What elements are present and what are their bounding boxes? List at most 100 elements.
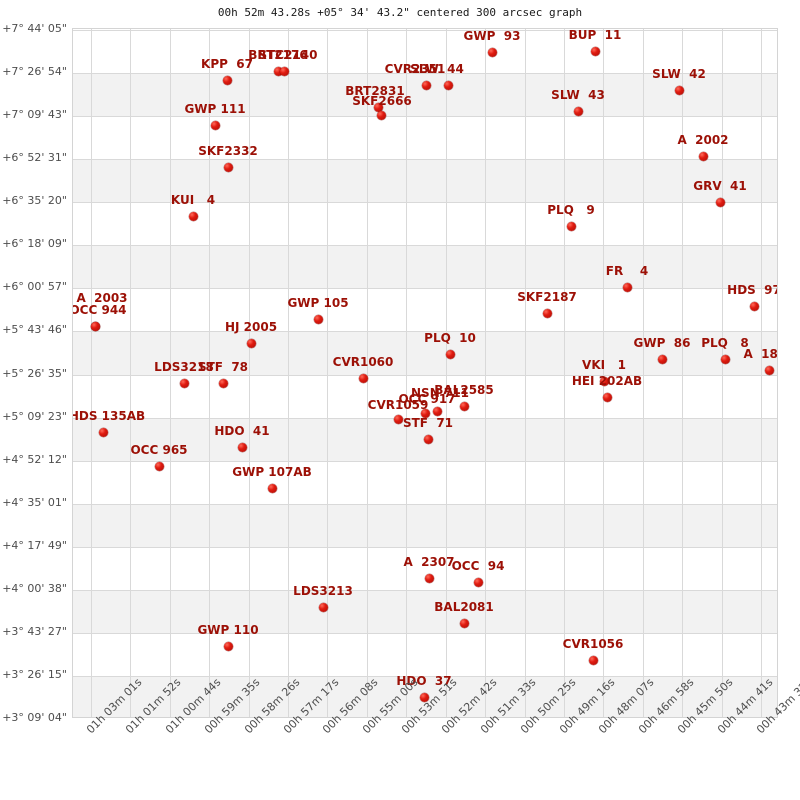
data-point-marker[interactable] (588, 655, 598, 665)
data-point-marker[interactable] (222, 75, 232, 85)
band-stripe (73, 589, 777, 633)
data-point-marker[interactable] (573, 106, 583, 116)
data-point-marker[interactable] (487, 47, 497, 57)
data-point-marker[interactable] (188, 211, 198, 221)
data-point-marker[interactable] (432, 406, 442, 416)
gridline-horizontal (73, 116, 777, 118)
y-tick-label: +5° 26' 35" (2, 366, 67, 380)
data-point-marker[interactable] (459, 401, 469, 411)
data-point-marker[interactable] (599, 376, 609, 386)
data-point-marker[interactable] (622, 282, 632, 292)
gridline-horizontal (73, 503, 777, 505)
data-point-marker[interactable] (423, 434, 433, 444)
data-point-marker[interactable] (237, 442, 247, 452)
data-point-marker[interactable] (358, 373, 368, 383)
data-point-marker[interactable] (674, 85, 684, 95)
data-point-marker[interactable] (218, 378, 228, 388)
gridline-vertical (603, 29, 605, 717)
data-point-marker[interactable] (273, 66, 283, 76)
data-point-marker[interactable] (445, 349, 455, 359)
band-stripe (73, 331, 777, 375)
data-point-marker[interactable] (590, 46, 600, 56)
data-point-marker[interactable] (421, 80, 431, 90)
data-point-marker[interactable] (657, 354, 667, 364)
data-point-marker[interactable] (459, 618, 469, 628)
gridline-horizontal (73, 331, 777, 333)
band-stripe (73, 503, 777, 547)
data-point-marker[interactable] (419, 692, 429, 702)
gridline-vertical (248, 29, 250, 717)
data-point-marker[interactable] (154, 461, 164, 471)
data-point-marker[interactable] (420, 408, 430, 418)
gridline-vertical (445, 29, 447, 717)
gridline-horizontal (73, 460, 777, 462)
data-point-marker[interactable] (715, 197, 725, 207)
data-point-marker[interactable] (424, 573, 434, 583)
data-point-marker[interactable] (443, 80, 453, 90)
gridline-vertical (524, 29, 526, 717)
gridline-vertical (563, 29, 565, 717)
y-tick-label: +4° 17' 49" (2, 538, 67, 552)
gridline-horizontal (73, 30, 777, 31)
gridline-vertical (366, 29, 368, 717)
data-point-marker[interactable] (749, 301, 759, 311)
gridline-horizontal (73, 73, 777, 75)
data-point-marker[interactable] (698, 151, 708, 161)
data-point-marker[interactable] (267, 483, 277, 493)
y-tick-label: +4° 35' 01" (2, 495, 67, 509)
gridline-vertical (169, 29, 171, 717)
data-point-marker[interactable] (393, 414, 403, 424)
gridline-horizontal (73, 202, 777, 204)
gridline-vertical (327, 29, 329, 717)
y-tick-label: +5° 09' 23" (2, 409, 67, 423)
y-tick-label: +6° 00' 57" (2, 280, 67, 294)
y-tick-label: +5° 43' 46" (2, 323, 67, 337)
data-point-marker[interactable] (376, 110, 386, 120)
y-tick-label: +6° 18' 09" (2, 237, 67, 251)
data-point-marker[interactable] (764, 365, 774, 375)
gridline-vertical (130, 29, 132, 717)
y-tick-label: +7° 44' 05" (2, 22, 67, 35)
gridline-horizontal (73, 159, 777, 161)
data-point-marker[interactable] (210, 120, 220, 130)
gridline-vertical (642, 29, 644, 717)
data-point-marker[interactable] (313, 314, 323, 324)
data-point-marker[interactable] (542, 308, 552, 318)
gridline-vertical (406, 29, 408, 717)
y-tick-label: +4° 00' 38" (2, 581, 67, 595)
gridline-horizontal (73, 417, 777, 419)
data-point-marker[interactable] (223, 162, 233, 172)
gridline-vertical (682, 29, 684, 717)
gridline-vertical (721, 29, 723, 717)
data-point-marker[interactable] (720, 354, 730, 364)
y-axis-declination: +7° 44' 05" +7° 26' 54" +7° 09' 43" +6° 52'… (0, 0, 70, 800)
data-point-marker[interactable] (223, 641, 233, 651)
gridline-horizontal (73, 546, 777, 548)
band-stripe (73, 159, 777, 203)
data-point-marker[interactable] (90, 321, 100, 331)
y-tick-label: +3° 09' 04" (2, 711, 67, 724)
y-tick-label: +3° 43' 27" (2, 624, 67, 638)
data-point-marker[interactable] (602, 392, 612, 402)
gridline-vertical (91, 29, 92, 717)
data-point-marker[interactable] (318, 602, 328, 612)
y-tick-label: +7° 26' 54" (2, 65, 67, 79)
y-tick-label: +6° 52' 31" (2, 151, 67, 165)
gridline-vertical (288, 29, 290, 717)
data-point-marker[interactable] (98, 427, 108, 437)
gridline-horizontal (73, 374, 777, 376)
gridline-vertical (209, 29, 211, 717)
y-tick-label: +6° 35' 20" (2, 194, 67, 208)
gridline-horizontal (73, 632, 777, 634)
data-point-marker[interactable] (279, 66, 289, 76)
data-point-marker[interactable] (566, 221, 576, 231)
data-point-marker[interactable] (373, 102, 383, 112)
gridline-horizontal (73, 245, 777, 247)
data-point-marker[interactable] (473, 577, 483, 587)
data-point-marker[interactable] (246, 338, 256, 348)
data-point-marker[interactable] (179, 378, 189, 388)
band-stripe (73, 245, 777, 289)
gridline-vertical (485, 29, 487, 717)
